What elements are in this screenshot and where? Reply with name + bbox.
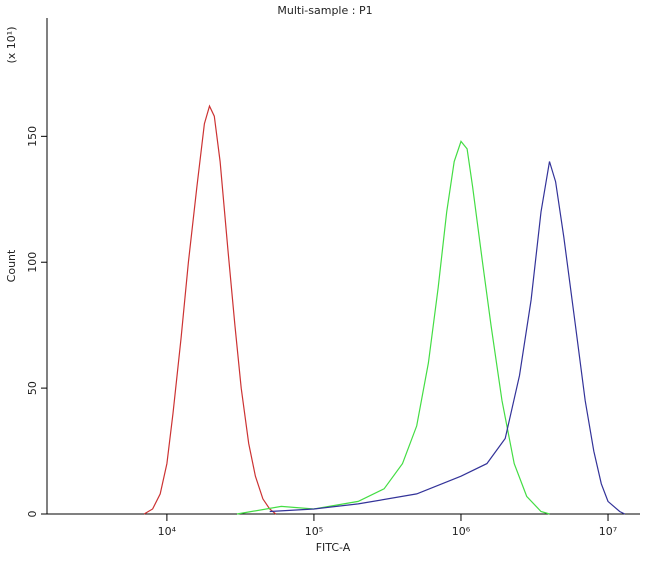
x-tick-label: 10⁶ xyxy=(452,525,471,538)
y-multiplier: (x 10¹) xyxy=(5,27,18,64)
y-tick-label: 0 xyxy=(26,511,39,518)
histogram-line xyxy=(143,104,277,515)
y-tick-label: 150 xyxy=(26,126,39,147)
x-axis-label: FITC-A xyxy=(316,541,351,554)
x-tick-label: 10⁷ xyxy=(599,525,617,538)
chart-title: Multi-sample : P1 xyxy=(277,4,372,17)
x-tick-label: 10⁴ xyxy=(158,525,177,538)
histogram-line xyxy=(269,161,626,515)
x-tick-label: 10⁵ xyxy=(305,525,323,538)
y-axis-label: Count xyxy=(5,249,18,282)
histogram-line xyxy=(236,140,550,515)
y-tick-label: 100 xyxy=(26,252,39,273)
y-tick-label: 50 xyxy=(26,381,39,395)
